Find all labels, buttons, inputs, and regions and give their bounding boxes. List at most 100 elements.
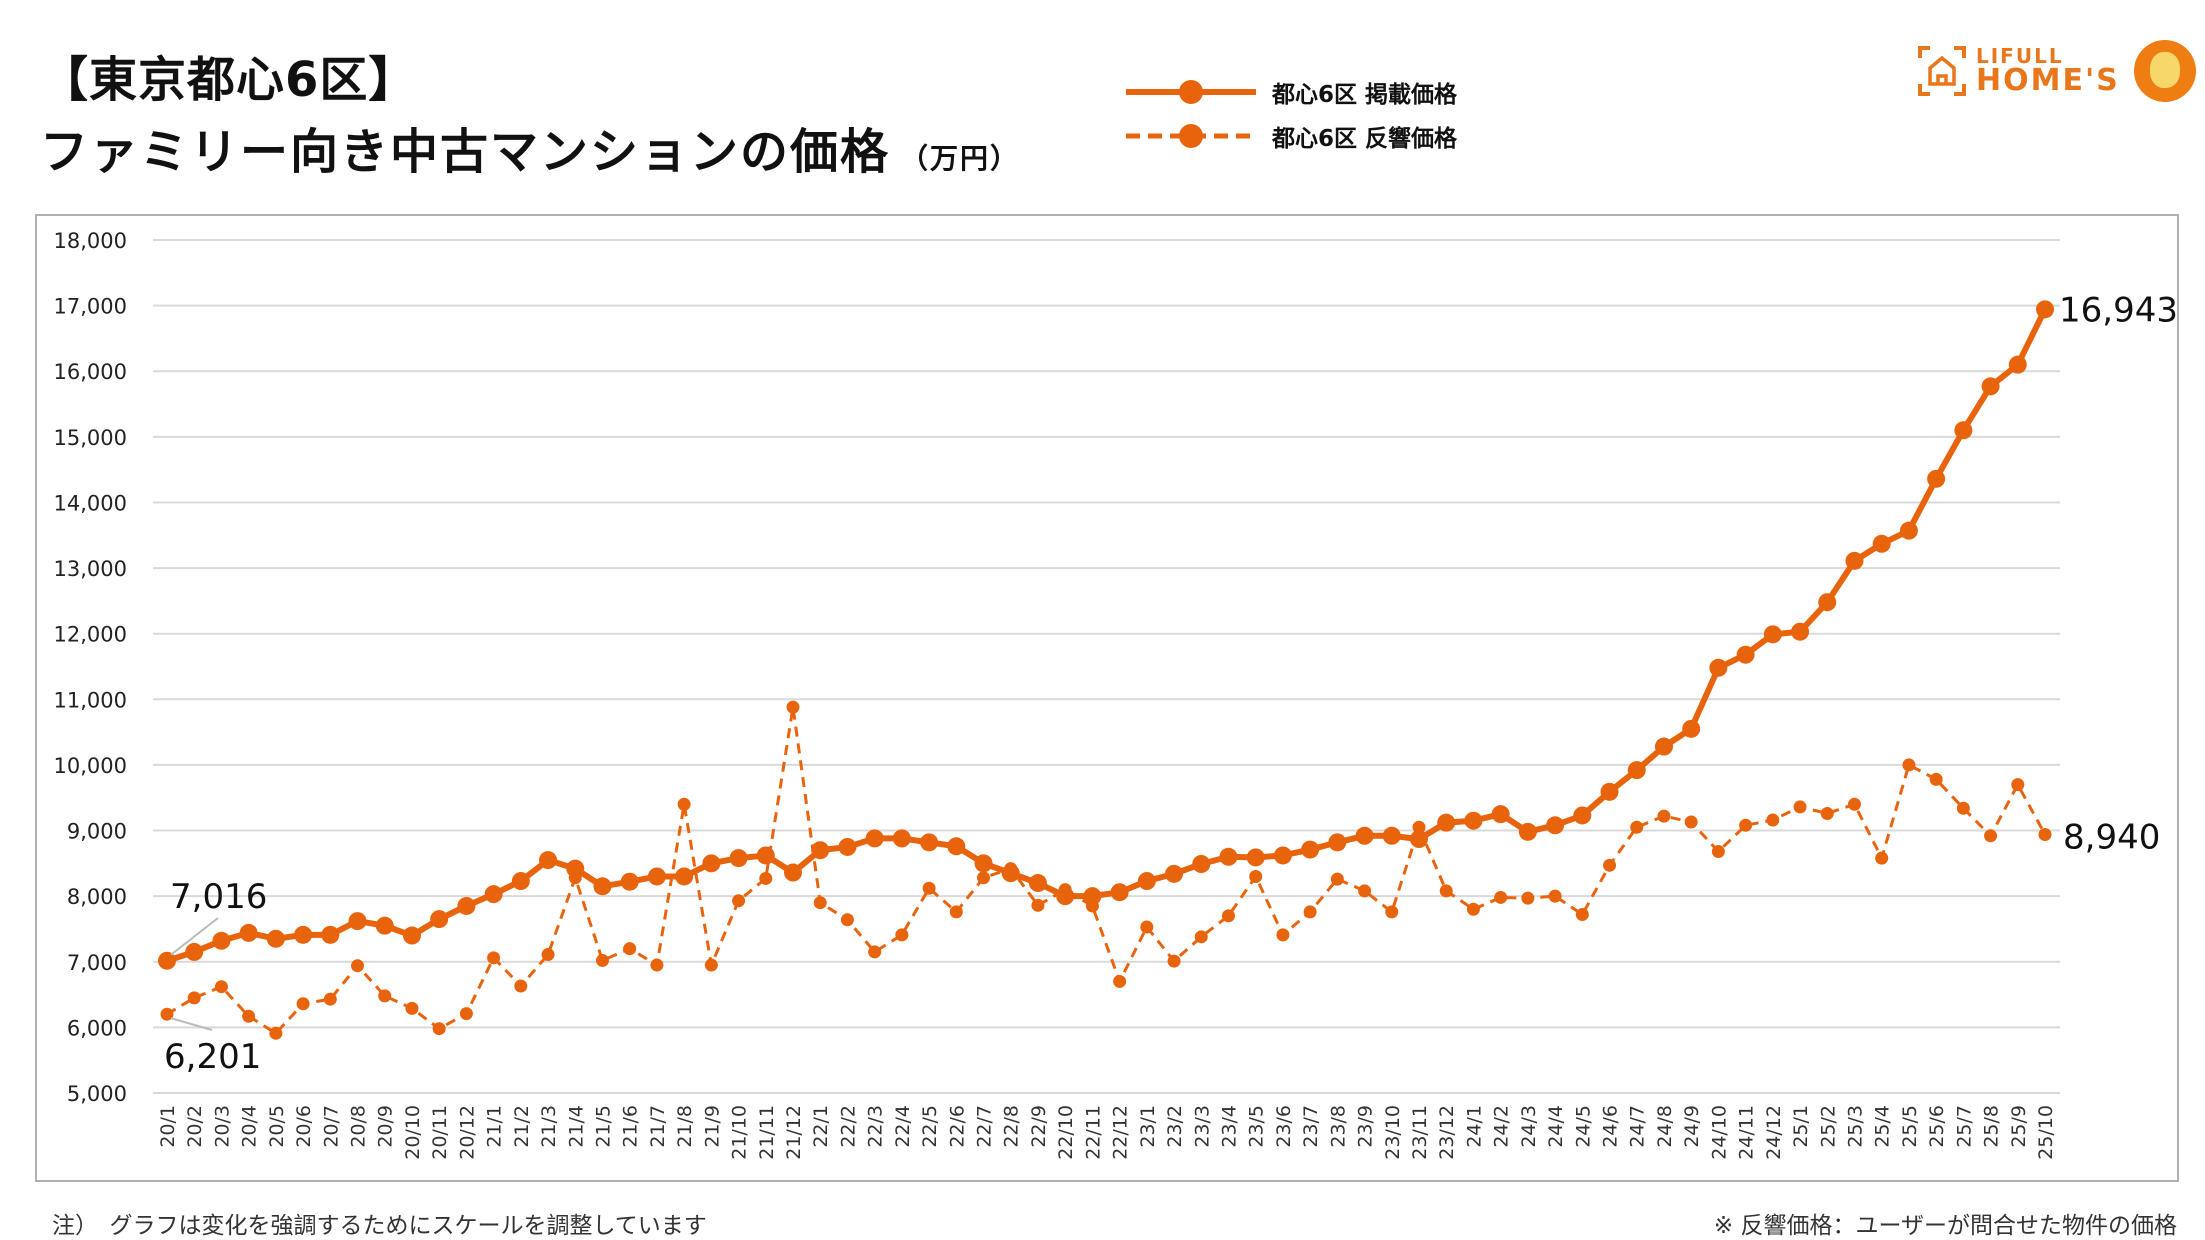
x-tick-label: 22/1: [810, 1105, 832, 1148]
x-tick-label: 20/3: [211, 1105, 233, 1148]
footer-note-response: ※ 反響価格：ユーザーが問合せた物件の価格: [1713, 1213, 2177, 1239]
data-point-listed: [1818, 593, 1837, 612]
callout-line: [170, 1017, 213, 1031]
x-tick-label: 23/7: [1300, 1105, 1322, 1148]
x-tick-label: 20/2: [184, 1105, 206, 1148]
x-tick-label: 20/11: [429, 1105, 451, 1160]
data-point-listed: [321, 925, 340, 944]
data-point-listed: [702, 854, 721, 873]
y-tick-label: 6,000: [67, 1016, 127, 1040]
data-point-response: [242, 1009, 256, 1023]
x-tick-label: 25/10: [2035, 1105, 2057, 1160]
y-tick-label: 9,000: [67, 820, 127, 844]
data-point-response: [868, 945, 882, 959]
x-tick-label: 20/7: [320, 1105, 342, 1148]
legend-item-listed: 都心6区 掲載価格: [1126, 70, 1457, 114]
x-tick-label: 24/2: [1491, 1105, 1513, 1148]
data-point-response: [323, 992, 337, 1006]
data-point-response: [568, 871, 582, 885]
data-point-response: [269, 1026, 283, 1040]
x-tick-label: 22/4: [892, 1105, 914, 1148]
x-tick-label: 20/9: [375, 1105, 397, 1148]
data-point-listed: [1137, 872, 1156, 891]
x-tick-label: 21/10: [729, 1105, 751, 1160]
data-point-response: [1358, 884, 1372, 898]
x-tick-label: 21/5: [592, 1105, 614, 1148]
data-point-listed: [1273, 846, 1292, 865]
x-tick-label: 21/1: [484, 1105, 506, 1148]
data-point-response: [1439, 884, 1453, 898]
x-tick-label: 23/12: [1436, 1105, 1458, 1160]
x-tick-label: 24/8: [1654, 1105, 1676, 1148]
x-tick-label: 24/3: [1518, 1105, 1540, 1148]
data-point-response: [1004, 862, 1018, 876]
x-tick-label: 25/6: [1926, 1105, 1948, 1148]
x-tick-label: 20/4: [239, 1105, 261, 1148]
data-point-response: [1630, 820, 1644, 834]
y-tick-label: 13,000: [54, 557, 127, 581]
x-tick-label: 22/6: [946, 1105, 968, 1148]
x-tick-label: 23/4: [1218, 1105, 1240, 1148]
data-point-listed: [2008, 355, 2027, 374]
logo-line1: LIFULL: [1976, 44, 2064, 68]
lifull-homes-logo: LIFULL HOME'S: [1918, 40, 2196, 102]
data-point-listed: [1355, 826, 1374, 845]
data-point-response: [2011, 778, 2025, 792]
x-tick-label: 25/4: [1872, 1105, 1894, 1148]
data-point-response: [1194, 930, 1208, 944]
x-tick-label: 22/5: [919, 1105, 941, 1148]
data-point-listed: [1192, 855, 1211, 874]
data-point-response: [2038, 827, 2052, 841]
x-tick-label: 23/10: [1382, 1105, 1404, 1160]
data-point-listed: [457, 896, 476, 915]
data-point-listed: [865, 829, 884, 848]
data-point-listed: [892, 829, 911, 848]
solid-line-marker-icon: [1126, 80, 1256, 104]
data-point-response: [595, 953, 609, 967]
data-point-listed: [784, 863, 802, 882]
legend-label-response: 都心6区 反響価格: [1272, 126, 1458, 152]
x-tick-label: 22/7: [974, 1105, 996, 1148]
data-point-listed: [294, 925, 313, 944]
data-point-response: [214, 980, 228, 994]
data-point-response: [840, 913, 854, 927]
x-tick-label: 20/8: [348, 1105, 370, 1148]
data-point-listed: [1654, 737, 1673, 756]
x-tick-label: 24/1: [1463, 1105, 1485, 1148]
data-point-listed: [1301, 840, 1320, 859]
data-point-listed: [675, 867, 694, 886]
footer-note-scale: 注） グラフは変化を強調するためにスケールを調整しています: [52, 1213, 707, 1239]
x-tick-label: 25/7: [1953, 1105, 1975, 1148]
data-point-response: [1303, 905, 1317, 919]
data-point-listed: [1682, 719, 1701, 738]
data-point-response: [922, 881, 936, 895]
data-point-response: [977, 871, 991, 885]
x-tick-label: 21/9: [701, 1105, 723, 1148]
x-tick-label: 23/11: [1409, 1105, 1431, 1160]
x-tick-label: 24/4: [1545, 1105, 1567, 1148]
data-point-response: [1684, 815, 1698, 829]
data-point-listed: [974, 854, 993, 873]
data-point-response: [1657, 809, 1671, 823]
data-point-listed: [811, 841, 830, 860]
data-point-response: [623, 942, 637, 956]
x-tick-label: 20/1: [157, 1105, 179, 1148]
data-point-listed: [1845, 551, 1864, 570]
data-point-response: [1984, 829, 1998, 843]
data-point-listed: [1382, 826, 1401, 845]
chart-frame: [35, 214, 2179, 1182]
callout-line: [170, 917, 219, 956]
data-point-listed: [1083, 887, 1102, 906]
y-tick-label: 17,000: [54, 295, 127, 319]
x-tick-label: 22/11: [1082, 1105, 1104, 1160]
data-point-listed: [212, 931, 231, 950]
data-point-listed: [838, 837, 857, 856]
series-line-listed: [166, 308, 2048, 964]
data-point-response: [895, 928, 909, 942]
data-point-listed: [1627, 761, 1646, 780]
data-point-listed: [1165, 864, 1184, 883]
data-point-listed: [920, 833, 939, 852]
x-tick-label: 24/12: [1763, 1105, 1785, 1160]
data-point-listed: [185, 942, 204, 961]
data-point-listed: [729, 849, 748, 868]
